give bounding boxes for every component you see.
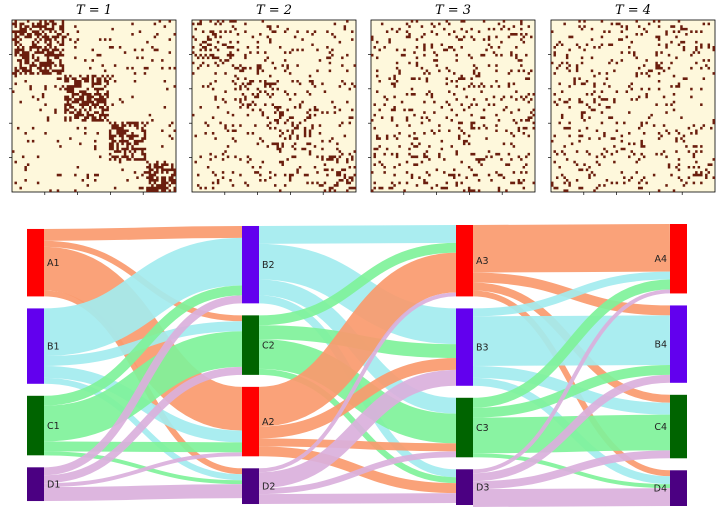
matrix-entries bbox=[12, 20, 176, 192]
sankey-link bbox=[43, 295, 243, 476]
sankey-link bbox=[472, 450, 671, 490]
sankey-link bbox=[258, 451, 457, 495]
sankey-node-label: A2 bbox=[262, 417, 275, 428]
sankey-node bbox=[670, 394, 687, 459]
sankey-node bbox=[242, 225, 259, 304]
sankey-node bbox=[27, 395, 44, 456]
sankey-node-label: C4 bbox=[654, 422, 667, 433]
sankey-link bbox=[472, 271, 671, 317]
sankey-link bbox=[43, 285, 243, 406]
sankey-link bbox=[472, 488, 671, 507]
sankey-link bbox=[472, 374, 671, 482]
sankey-node-label: C2 bbox=[262, 341, 275, 352]
sankey-diagram: A1 B1 C1 D1 B2 C2 A2 D2 A3 B3 C3 D3 A4 B4 C4 D4 bbox=[27, 223, 687, 507]
sankey-link bbox=[43, 237, 243, 357]
sankey-nodes: A1 B1 C1 D1 B2 C2 A2 D2 A3 B3 C3 D3 A4 B4 C4 D4 bbox=[27, 224, 687, 506]
sankey-link bbox=[258, 242, 457, 326]
sankey-link bbox=[472, 364, 671, 418]
sankey-link bbox=[472, 414, 671, 454]
sankey-node bbox=[670, 470, 687, 506]
sankey-node-label: A3 bbox=[476, 256, 489, 267]
sankey-node-label: C1 bbox=[47, 421, 60, 432]
sankey-node-label: D3 bbox=[476, 483, 489, 494]
sankey-link bbox=[43, 452, 243, 488]
sankey-node bbox=[27, 308, 44, 384]
sankey-node-label: B1 bbox=[47, 342, 60, 353]
sankey-node bbox=[456, 308, 473, 386]
sankey-node bbox=[456, 469, 473, 506]
panel-title: T = 2 bbox=[256, 3, 292, 18]
sankey-link bbox=[472, 289, 671, 474]
sankey-node-label: B3 bbox=[476, 343, 489, 354]
sankey-node-label: D1 bbox=[47, 480, 60, 491]
sankey-node-label: D2 bbox=[262, 482, 275, 493]
sankey-node bbox=[456, 397, 473, 458]
matrix-panel: T = 4 bbox=[548, 3, 716, 195]
matrix-entries bbox=[192, 20, 356, 192]
sankey-node-label: C3 bbox=[476, 423, 489, 434]
sankey-link bbox=[43, 484, 243, 502]
sankey-link bbox=[43, 225, 243, 241]
panel-title: T = 1 bbox=[76, 3, 112, 18]
matrix-entries bbox=[551, 20, 715, 192]
sankey-node bbox=[670, 224, 687, 294]
panel-title: T = 3 bbox=[435, 3, 471, 18]
adjacency-matrix-row: T = 1 T = 2 T = 3 T = 4 bbox=[9, 3, 716, 195]
sankey-link bbox=[258, 243, 457, 345]
sankey-node bbox=[27, 467, 44, 502]
sankey-link bbox=[258, 224, 457, 244]
sankey-link bbox=[472, 223, 671, 273]
sankey-link bbox=[472, 279, 671, 408]
matrix-panel: T = 2 bbox=[189, 3, 357, 195]
sankey-link bbox=[258, 438, 457, 452]
matrix-frame bbox=[191, 19, 357, 193]
sankey-node bbox=[27, 228, 44, 297]
sankey-node bbox=[670, 305, 687, 383]
sankey-link bbox=[258, 493, 457, 505]
sankey-node bbox=[242, 386, 259, 457]
panel-title: T = 4 bbox=[615, 3, 651, 18]
matrix-frame bbox=[550, 19, 716, 193]
sankey-node-label: A1 bbox=[47, 258, 60, 269]
sankey-node bbox=[242, 468, 259, 505]
sankey-link bbox=[258, 369, 457, 489]
sankey-link bbox=[258, 358, 457, 439]
sankey-link bbox=[43, 441, 243, 453]
sankey-node-label: B4 bbox=[654, 340, 667, 351]
sankey-link bbox=[257, 252, 458, 427]
sankey-node-label: D4 bbox=[654, 484, 667, 495]
sankey-node bbox=[242, 315, 259, 375]
sankey-node-label: B2 bbox=[262, 260, 275, 271]
matrix-panel: T = 1 bbox=[9, 3, 177, 195]
sankey-link bbox=[258, 292, 457, 473]
sankey-node-label: A4 bbox=[654, 254, 667, 265]
sankey-node bbox=[456, 224, 473, 297]
sankey-link bbox=[43, 366, 243, 484]
sankey-links bbox=[42, 223, 671, 507]
matrix-panel: T = 3 bbox=[368, 3, 536, 195]
